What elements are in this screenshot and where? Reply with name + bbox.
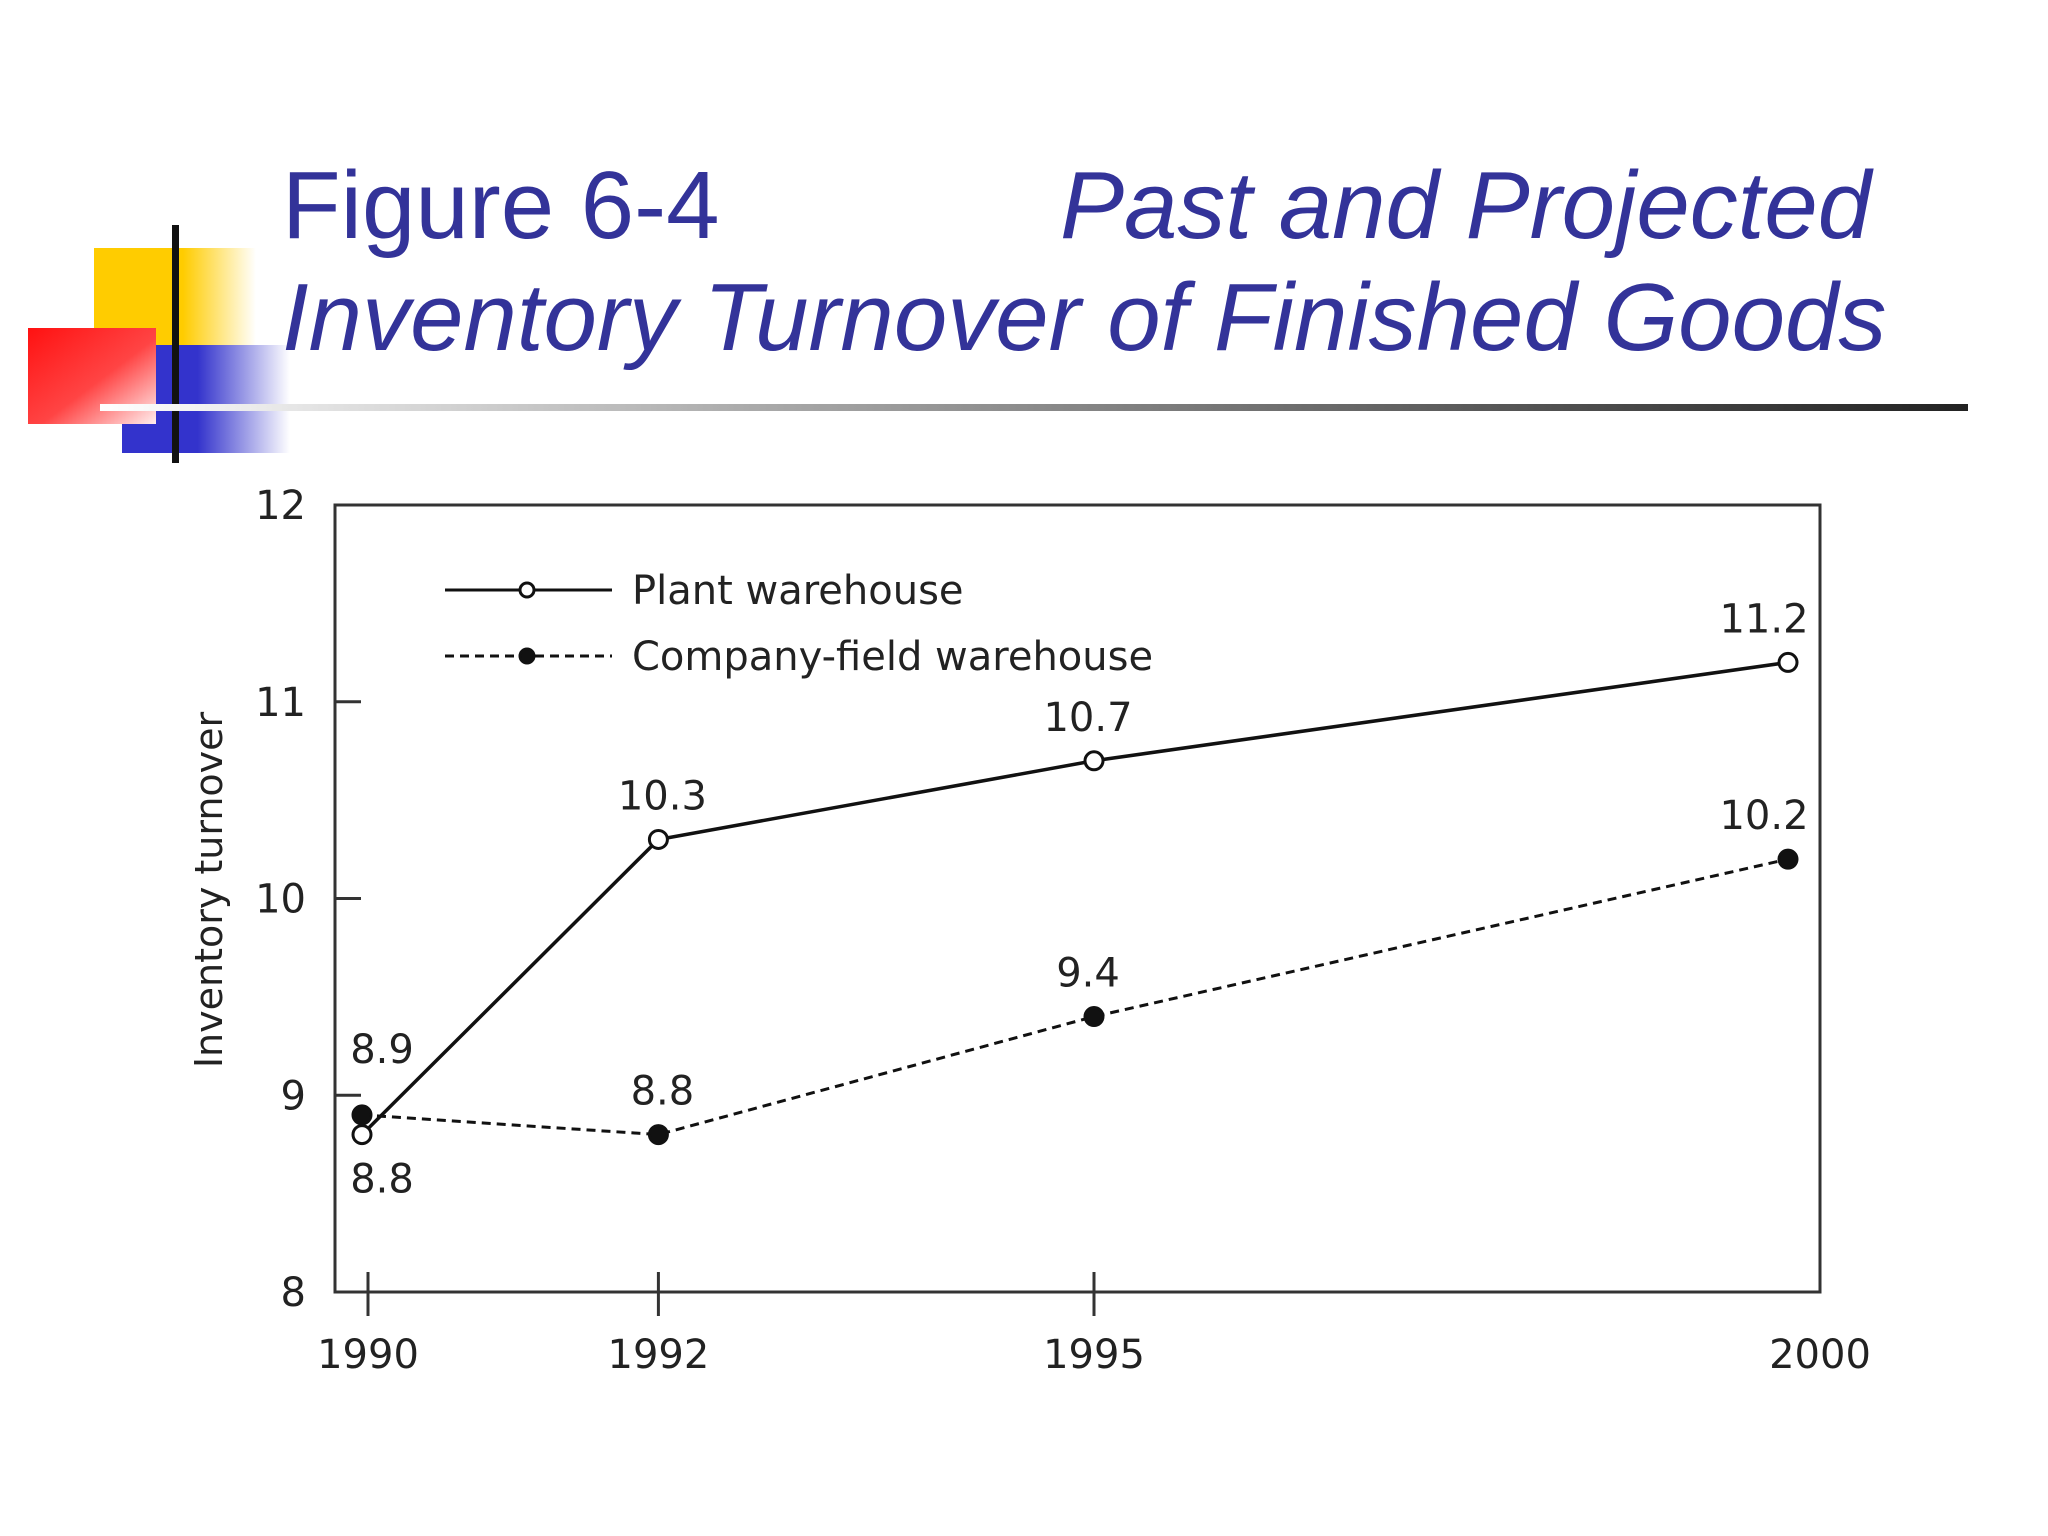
data-point [1777, 848, 1799, 870]
y-tick-label: 11 [255, 680, 306, 726]
series-plant-warehouse: 8.8 10.3 10.7 11.2 [350, 596, 1808, 1202]
data-point [647, 1124, 669, 1146]
y-tick-label: 12 [255, 483, 306, 529]
series-line [361, 857, 1789, 1137]
data-label: 8.9 [350, 1027, 414, 1073]
legend: Plant warehouse Company-field warehouse [445, 568, 1153, 680]
data-label: 9.4 [1056, 951, 1120, 997]
title-part-2: Inventory Turnover of Finished Goods [282, 264, 1887, 371]
data-point [1777, 651, 1799, 673]
legend-swatch-marker [518, 647, 536, 665]
horizontal-rule [100, 404, 1968, 411]
x-tick-label: 1992 [608, 1332, 710, 1378]
data-point [351, 1124, 373, 1146]
y-tick-label: 9 [281, 1073, 306, 1119]
series-layer: 8.8 10.3 10.7 11.2 8.9 8.8 9.4 10.2 [350, 596, 1808, 1202]
data-label: 10.7 [1043, 695, 1132, 741]
slide-title: Figure 6-4 Past and Projected Inventory … [282, 150, 1982, 374]
x-tick-label: 1995 [1043, 1332, 1145, 1378]
data-label: 10.2 [1719, 793, 1808, 839]
data-point [647, 828, 669, 850]
data-point [1083, 750, 1105, 772]
data-label: 11.2 [1719, 596, 1808, 642]
y-axis: 8 9 10 11 12 [255, 483, 361, 1316]
slide-decoration [28, 225, 1968, 463]
data-label: 8.8 [350, 1157, 414, 1203]
x-tick-label: 2000 [1769, 1332, 1871, 1378]
legend-item: Plant warehouse [445, 568, 964, 614]
data-label: 8.8 [631, 1069, 695, 1115]
y-tick-label: 10 [255, 877, 306, 923]
x-tick-label: 1990 [317, 1332, 419, 1378]
series-company-field-warehouse: 8.9 8.8 9.4 10.2 [350, 793, 1809, 1146]
data-label: 10.3 [618, 773, 707, 819]
y-tick-label: 8 [281, 1270, 306, 1316]
legend-swatch-marker [518, 581, 536, 599]
legend-label: Company-field warehouse [632, 634, 1153, 680]
series-line [360, 660, 1789, 1136]
legend-label: Plant warehouse [632, 568, 964, 614]
title-part-1: Past and Projected [1060, 152, 1872, 259]
legend-item: Company-field warehouse [445, 634, 1153, 680]
vertical-bar [172, 225, 179, 463]
data-point [1083, 1006, 1105, 1028]
y-axis-label: Inventory turnover [187, 711, 231, 1068]
data-point [351, 1104, 373, 1126]
figure-label: Figure 6-4 [282, 152, 720, 259]
plot-frame [333, 503, 1822, 1294]
x-axis: 1990 1992 1995 2000 [317, 1272, 1871, 1378]
